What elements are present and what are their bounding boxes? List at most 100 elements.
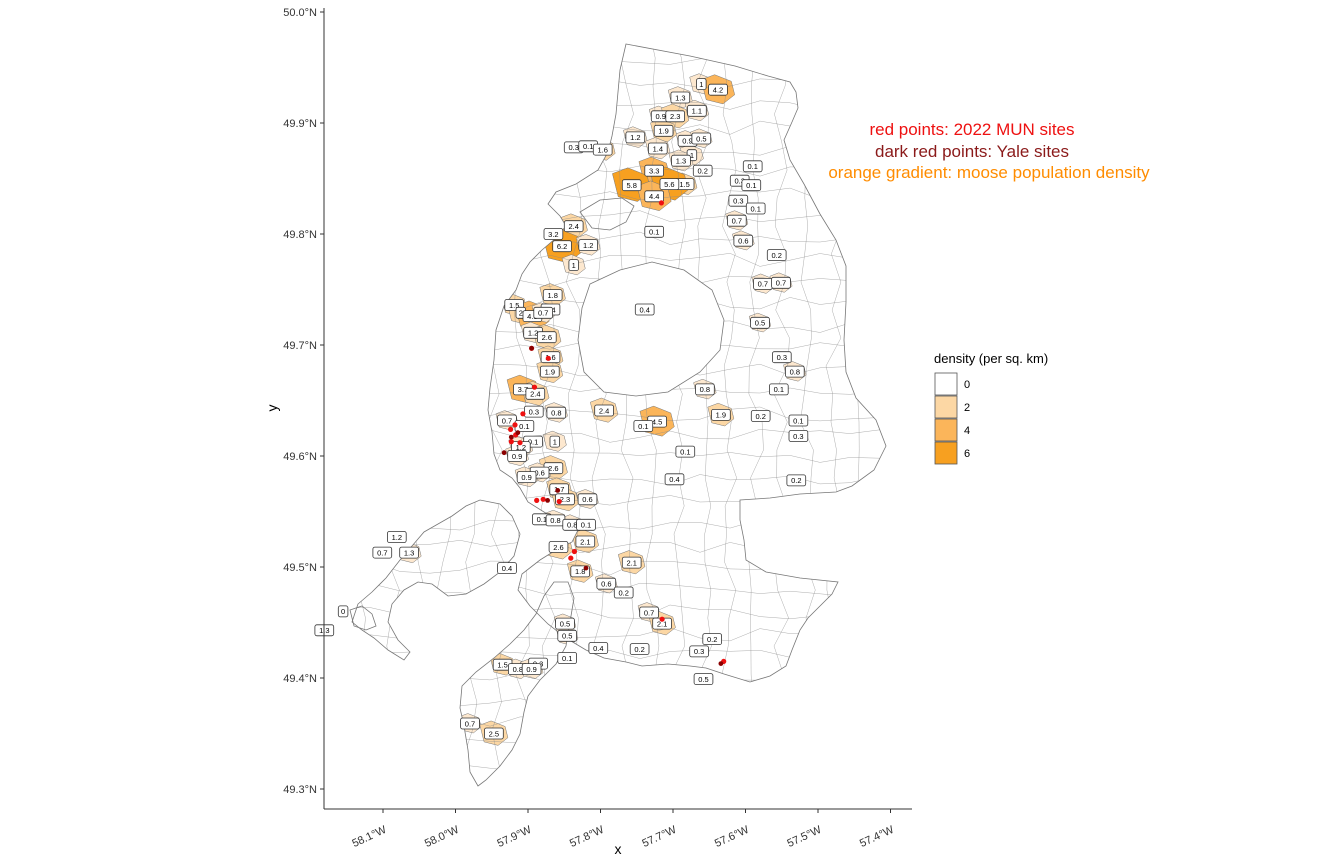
y-axis-title: y [264,405,280,412]
density-label: 1.4 [648,142,668,155]
density-label-text: 0.1 [562,654,572,663]
density-label: 4.2 [708,83,728,96]
density-label: 0.5 [693,673,714,685]
y-tick-label: 49.3°N [283,784,317,796]
density-label: 0.2 [613,586,634,599]
density-label-text: 0.1 [750,204,760,213]
boundary-v [436,44,452,786]
legend-swatch-2 [934,395,958,419]
density-label-box [695,383,715,396]
density-label-text: 0.8 [567,521,577,530]
density-label-text: 0.2 [791,476,801,485]
density-label-box [788,414,809,427]
density-label: 0.3 [788,430,809,442]
density-label: 0.4 [634,303,655,316]
density-label-box [633,420,654,432]
legend-title: density (per sq. km) [934,351,1048,366]
density-label-text: 0.5 [755,319,765,328]
density-label-text: 0.3 [568,143,578,152]
density-label: 3.2 [543,228,564,240]
coastline-1 [351,499,521,661]
density-label-text: 0.4 [502,564,512,573]
density-label: 0.1 [557,652,577,664]
density-label-text: 0.2 [634,645,644,654]
density-label-text: 2 [519,309,523,318]
land-region-1 [352,500,520,660]
mun-site-point [531,384,538,390]
density-label: 1.2 [625,131,646,144]
density-label-text: 2.3 [560,495,570,504]
density-label-text: 0.1 [583,142,593,151]
density-label-text: 0.8 [700,385,710,394]
density-label-text: 0.6 [601,580,611,589]
density-label-text: 2.4 [568,222,578,231]
density-label-box [741,179,762,192]
density-label-box [653,124,674,137]
boundary-h [350,120,881,135]
density-label: 2.4 [594,404,614,417]
density-label-text: 0.1 [519,422,529,431]
land-region-2 [460,582,574,786]
density-label-text: 0.7 [465,719,475,728]
density-label: 2.1 [575,535,596,548]
density-label-box [728,194,749,207]
yale-site-point [501,450,507,456]
density-label-box [670,91,691,104]
density-label: 2.5 [484,727,504,740]
density-label: 0.3 [689,645,709,658]
x-axis-ticks: 58.1°W 58.0°W 57.9°W 57.8°W 57.7°W 57.6°W 57.5… [350,809,896,850]
density-label: 0.4 [664,473,685,486]
density-label-box [563,220,584,233]
density-label-text: 0.7 [732,217,742,226]
density-label-box [664,473,685,486]
coastline [349,43,887,787]
density-label-box [639,606,659,619]
density-label: 2.1 [621,556,642,569]
density-label: 0.4 [588,642,609,654]
density-label-text: 2.4 [530,390,540,399]
density-label-box [659,178,680,191]
density-label-text: 1.3 [675,93,685,102]
density-label-box [750,410,771,422]
density-label-text: 5.6 [664,180,674,189]
density-label-text: 1.5 [509,301,519,310]
mun-site-point [571,548,578,555]
density-label: 0.6 [733,234,754,247]
mun-site-point [520,411,526,417]
density-label-text: 0.1 [649,228,659,237]
density-labels: 14.21.31.10.9 2.31.90.9 0.51.21.40.3 0.1 1.6… [314,78,809,740]
density-label-box [578,239,598,252]
x-tick-label: 57.4°W [858,824,896,850]
density-label: 2.3 [665,110,685,123]
density-label-text: 0.7 [377,548,387,557]
boundary-v [748,44,764,786]
density-label-box [549,435,561,448]
density-label-box [386,531,407,543]
density-label-text: 0.1 [774,385,784,394]
density-label-text: 0.8 [550,516,560,525]
density-label-text: 1.5 [679,180,689,189]
mun-site-point [659,616,665,622]
density-label-box [648,142,668,155]
density-label-text: 1.2 [630,133,640,142]
density-label-box [543,228,564,240]
density-label: 2.4 [563,220,584,233]
density-label-text: 0.1 [537,515,547,524]
density-label-text: 1 [690,151,694,160]
mun-site-point [517,440,523,446]
density-label-text: 1.2 [392,533,402,542]
legend-label-2: 2 [964,402,970,414]
density-label-text: 0.5 [696,134,706,143]
density-label-text: 4.4 [649,192,659,201]
density-label-text: 0.2 [618,588,628,597]
density-label-box [542,289,563,302]
density-label-box [671,154,691,167]
density-label: 0.7 [372,546,393,559]
mun-site-point [508,426,514,432]
density-label: 5.8 [621,179,642,192]
density-label-box [596,577,617,590]
density-label-box [788,430,809,442]
density-label-box [516,471,537,484]
density-label-text: 0.1 [680,447,690,456]
